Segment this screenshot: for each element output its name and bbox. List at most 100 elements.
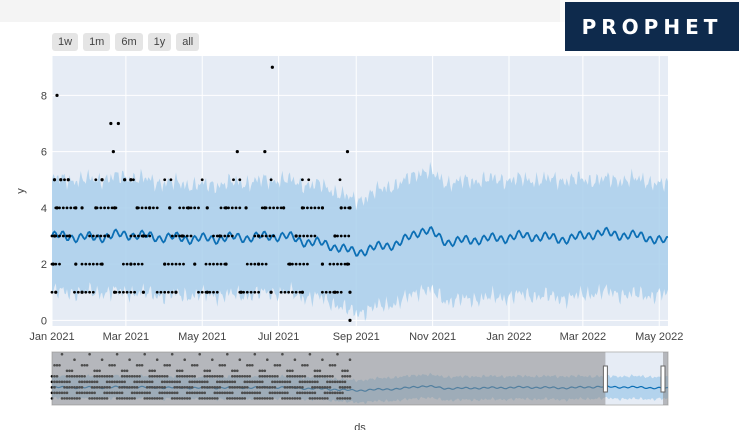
observed-point — [114, 206, 118, 210]
observed-point — [54, 234, 58, 238]
observed-point — [279, 290, 283, 294]
observed-point — [333, 234, 337, 238]
observed-point — [76, 290, 80, 294]
observed-point — [306, 206, 309, 210]
observed-point — [294, 262, 298, 266]
observed-point — [189, 234, 193, 238]
observed-point — [328, 290, 332, 294]
observed-point — [313, 206, 317, 210]
observed-point — [65, 206, 69, 210]
observed-point — [321, 290, 324, 294]
observed-point — [339, 206, 343, 210]
observed-point — [215, 290, 219, 294]
observed-point — [185, 234, 189, 238]
observed-point — [55, 93, 59, 97]
observed-point — [137, 262, 140, 266]
observed-point — [339, 234, 343, 238]
observed-point — [253, 262, 257, 266]
observed-point — [193, 206, 197, 210]
observed-point — [95, 234, 99, 238]
x-tick-label: Sep 2021 — [333, 331, 380, 343]
observed-point — [163, 262, 167, 266]
observed-point — [200, 178, 204, 182]
observed-point — [163, 178, 167, 182]
observed-point — [245, 262, 249, 266]
observed-point — [309, 206, 313, 210]
observed-point — [321, 206, 324, 210]
observed-point — [200, 290, 204, 294]
slider-mask-right — [662, 352, 668, 405]
range-button-6m[interactable]: 6m — [115, 33, 143, 51]
y-tick-label: 0 — [41, 315, 47, 327]
x-tick-label: Nov 2021 — [409, 331, 456, 343]
observed-point — [313, 234, 317, 238]
observed-point — [332, 262, 336, 266]
range-button-1w[interactable]: 1w — [52, 33, 79, 51]
observed-point — [253, 234, 257, 238]
slider-handle-right[interactable] — [660, 365, 666, 393]
y-axis-label: y — [15, 188, 27, 194]
observed-point — [88, 262, 91, 266]
y-tick-label: 6 — [41, 147, 47, 159]
range-button-1m[interactable]: 1m — [83, 33, 111, 51]
observed-point — [109, 121, 113, 126]
observed-point — [58, 234, 61, 238]
observed-point — [234, 206, 238, 210]
observed-point — [343, 234, 347, 238]
slider-mask-left — [52, 352, 606, 405]
observed-point — [69, 206, 73, 210]
observed-point — [163, 290, 167, 294]
observed-point — [257, 290, 260, 294]
observed-point — [148, 234, 152, 238]
observed-point — [111, 150, 115, 154]
observed-point — [122, 262, 125, 266]
observed-point — [185, 206, 189, 210]
observed-point — [253, 290, 257, 294]
observed-point — [345, 150, 350, 154]
observed-point — [133, 290, 137, 294]
range-button-all[interactable]: all — [176, 33, 200, 51]
observed-point — [174, 290, 178, 294]
observed-point — [306, 262, 309, 266]
observed-point — [215, 262, 219, 266]
observed-point — [170, 234, 174, 238]
observed-point — [106, 234, 110, 238]
observed-point — [58, 206, 61, 210]
observed-point — [309, 234, 313, 238]
observed-point — [63, 178, 66, 182]
observed-point — [80, 290, 84, 294]
observed-point — [80, 206, 84, 210]
observed-point — [50, 290, 54, 294]
observed-point — [249, 262, 253, 266]
observed-point — [260, 234, 264, 238]
observed-point — [257, 234, 260, 238]
observed-point — [129, 234, 133, 238]
observed-point — [91, 290, 95, 294]
observed-point — [61, 234, 65, 238]
observed-point — [336, 234, 339, 238]
observed-point — [238, 206, 242, 210]
observed-point — [178, 206, 182, 210]
observed-point — [67, 234, 72, 238]
observed-point — [118, 290, 121, 294]
observed-point — [193, 262, 197, 266]
forecast-line — [51, 226, 669, 257]
observed-point — [298, 262, 302, 266]
y-tick-label: 4 — [41, 203, 47, 215]
observed-point — [100, 178, 104, 182]
observed-point — [212, 262, 215, 266]
observed-point — [155, 290, 159, 294]
observed-point — [264, 234, 268, 238]
observed-point — [88, 290, 91, 294]
observed-point — [116, 121, 120, 126]
observed-point — [227, 234, 230, 238]
observed-point — [306, 234, 309, 238]
observed-point — [272, 234, 275, 238]
observed-point — [103, 206, 106, 210]
observed-point — [219, 206, 223, 210]
observed-point — [212, 234, 215, 238]
slider-handle-left[interactable] — [602, 365, 608, 393]
observed-point — [152, 206, 155, 210]
observed-point — [99, 262, 103, 266]
range-button-1y[interactable]: 1y — [147, 33, 172, 51]
